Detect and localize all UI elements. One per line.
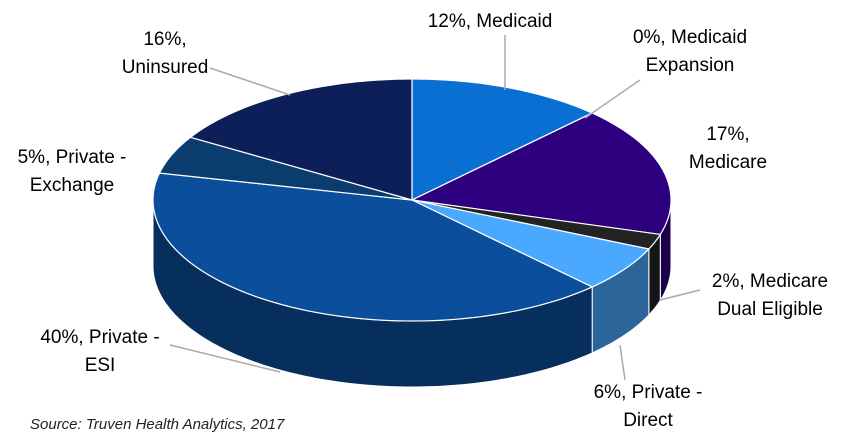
data-label: Expansion: [646, 55, 735, 76]
slice: [411, 199, 651, 288]
leader-line: [169, 344, 281, 373]
data-label: 16%,: [143, 29, 186, 50]
data-label: 2%, Medicare: [712, 271, 828, 292]
data-label: 5%, Private -: [18, 147, 127, 168]
data-label: Exchange: [30, 175, 115, 196]
slice: [409, 112, 672, 236]
leader-line: [659, 289, 701, 301]
data-label: Dual Eligible: [717, 299, 823, 320]
data-label: Uninsured: [122, 57, 209, 78]
leader-line: [584, 79, 641, 119]
data-label: Medicare: [689, 152, 767, 173]
data-label: 6%, Private -: [594, 382, 703, 403]
data-label: 40%, Private -: [40, 327, 159, 348]
leader-line: [619, 344, 626, 381]
data-label: 17%,: [706, 124, 749, 145]
slice: [411, 78, 594, 201]
data-label: 12%, Medicaid: [428, 11, 553, 32]
caption: Source: Truven Health Analytics, 2017: [30, 416, 285, 433]
slice: [158, 136, 413, 201]
slice: [152, 172, 594, 322]
data-label: 0%, Medicaid: [633, 27, 747, 48]
data-label: ESI: [85, 355, 116, 376]
slice: [189, 78, 413, 201]
leader-line: [209, 67, 291, 96]
data-label: Direct: [623, 410, 673, 431]
